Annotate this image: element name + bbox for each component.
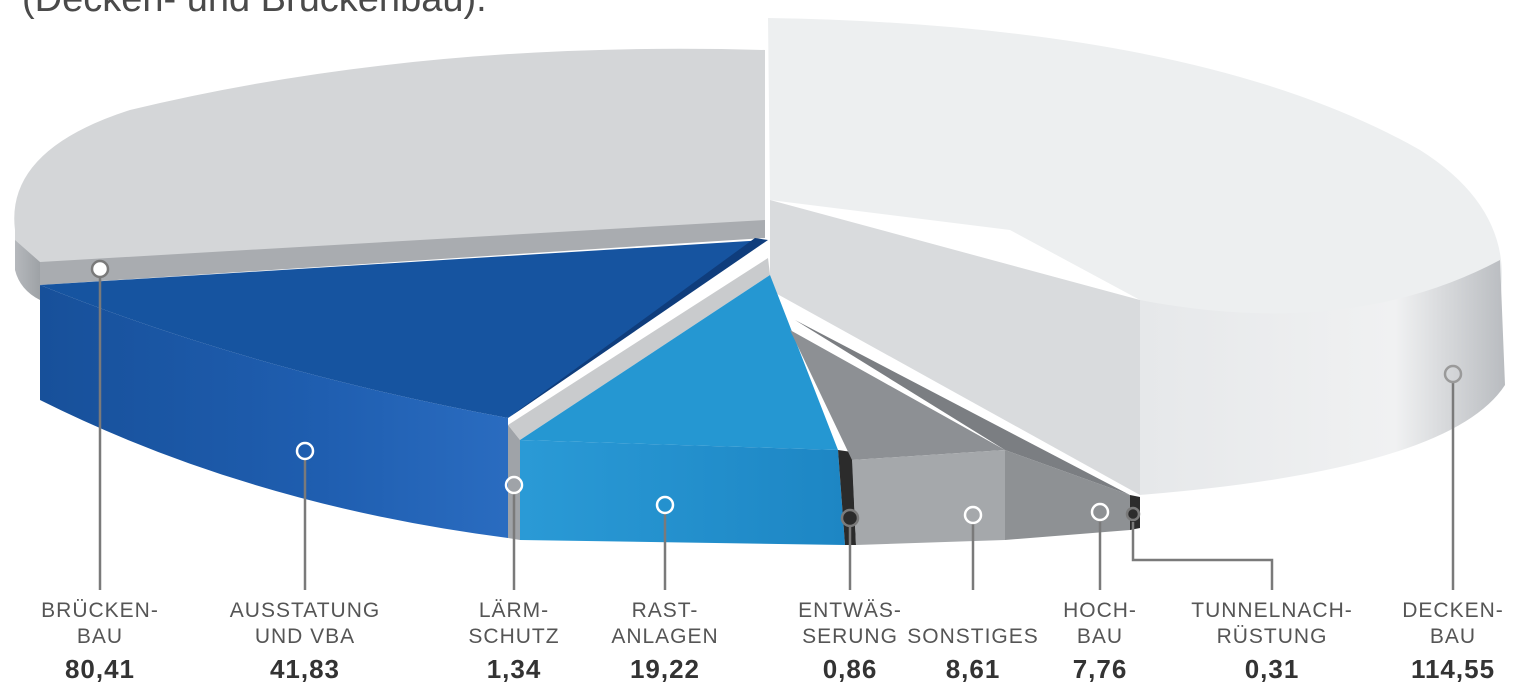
slice-brueckenbau-side — [15, 240, 40, 300]
label-name: DECKEN- BAU — [1402, 599, 1504, 648]
slice-hochbau-side — [1005, 450, 1130, 540]
label-value: 1,34 — [486, 654, 542, 684]
marker-sonstiges — [963, 505, 983, 525]
label-laermschutz: LÄRM- SCHUTZ 1,34 — [468, 598, 559, 685]
label-value: 0,86 — [822, 654, 878, 684]
label-name: TUNNELNACH- RÜSTUNG — [1191, 599, 1353, 648]
label-value: 0,31 — [1244, 654, 1300, 684]
label-value: 7,76 — [1072, 654, 1128, 684]
slice-sonstiges-side — [852, 450, 1005, 545]
slice-deckenbau-top — [768, 18, 1503, 390]
slice-deckenbau-side — [1140, 260, 1505, 495]
label-name: HOCH- BAU — [1063, 599, 1137, 648]
label-tunnel: TUNNELNACH- RÜSTUNG 0,31 — [1191, 598, 1353, 685]
slice-rast-top — [520, 275, 838, 450]
label-name: RAST- ANLAGEN — [611, 599, 719, 648]
slice-brueckenbau-edge — [40, 220, 765, 285]
label-deckenbau: DECKEN- BAU 114,55 — [1402, 598, 1504, 685]
marker-brueckenbau — [90, 259, 110, 279]
marker-rast — [655, 495, 675, 515]
label-hochbau: HOCH- BAU 7,76 — [1063, 598, 1137, 685]
leader-tunnel — [1131, 522, 1274, 590]
label-entwaesserung: ENTWÄS- SERUNG 0,86 — [798, 598, 902, 685]
label-value: 8,61 — [945, 654, 1001, 684]
slice-hochbau-top — [795, 320, 1130, 495]
header-text: (Decken- und Brückenbau). — [22, 0, 487, 21]
slice-laermschutz-side — [508, 425, 520, 540]
slice-brueckenbau-top — [14, 48, 765, 285]
label-value: 80,41 — [64, 654, 136, 684]
label-name: SONSTIGES — [907, 625, 1039, 648]
slice-vba-side — [40, 285, 508, 538]
marker-vba — [295, 441, 315, 461]
label-vba: AUSSTATUNG UND VBA 41,83 — [230, 598, 380, 685]
label-value: 19,22 — [629, 654, 701, 684]
marker-hochbau — [1090, 502, 1110, 522]
slice-vba-top — [40, 240, 765, 418]
label-value: 41,83 — [269, 654, 341, 684]
label-name: ENTWÄS- SERUNG — [798, 599, 902, 648]
label-sonstiges: SONSTIGES 8,61 — [907, 598, 1039, 685]
slice-rast-side — [520, 440, 845, 545]
marker-entwaesserung — [840, 508, 860, 528]
slice-laermschutz-top — [508, 258, 770, 440]
label-brueckenbau: BRÜCKEN- BAU 80,41 — [41, 598, 159, 685]
slice-vba-darkedge — [508, 238, 768, 418]
label-rast: RAST- ANLAGEN 19,22 — [611, 598, 718, 685]
marker-tunnel — [1125, 506, 1141, 522]
marker-deckenbau — [1443, 364, 1463, 384]
label-name: AUSSTATUNG UND VBA — [229, 599, 381, 648]
slice-deckenbau-cut — [770, 200, 1140, 495]
label-name: LÄRM- SCHUTZ — [468, 599, 560, 648]
label-value: 114,55 — [1410, 654, 1496, 684]
marker-laermschutz — [504, 475, 524, 495]
slice-sonstiges-top — [790, 330, 1005, 460]
label-name: BRÜCKEN- BAU — [41, 599, 159, 648]
